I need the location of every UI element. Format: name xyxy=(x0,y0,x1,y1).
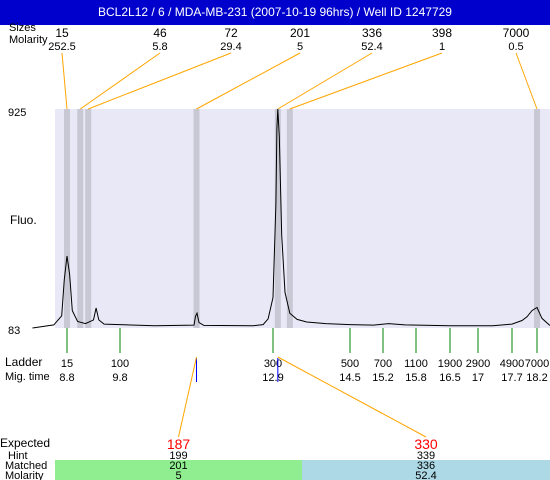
peak-size-label: 201 xyxy=(290,26,310,40)
peak-molarity-label: 1 xyxy=(439,41,445,53)
matched-label: Matched xyxy=(5,460,47,472)
matched-molarity: 52.4 xyxy=(415,470,436,480)
sizes-header-label: Sizes xyxy=(9,22,36,34)
matched-size: 201 xyxy=(169,460,187,472)
ladder-time-label: 17 xyxy=(472,372,484,384)
fluorescence-trace-line xyxy=(32,108,550,329)
ladder-size-label: 100 xyxy=(111,358,129,370)
hint-size: 199 xyxy=(169,450,187,462)
ladder-time-label: 15.8 xyxy=(405,372,426,384)
peak-molarity-label: 0.5 xyxy=(508,41,523,53)
ladder-time-label: 15.2 xyxy=(372,372,393,384)
ladder-size-label: 500 xyxy=(341,358,359,370)
peak-size-label: 46 xyxy=(153,26,167,40)
peak-band xyxy=(85,109,92,328)
expected-size: 330 xyxy=(414,436,438,452)
chart-title: BCL2L12 / 6 / MDA-MB-231 (2007-10-19 96h… xyxy=(98,5,452,19)
hint-label: Hint xyxy=(8,450,28,462)
peak-connector-line xyxy=(88,52,232,110)
peak-connector-line xyxy=(289,52,443,110)
peak-size-label: 7000 xyxy=(503,26,530,40)
ladder-size-label: 15 xyxy=(61,358,73,370)
peak-band xyxy=(534,109,540,328)
peak-molarity-label: 5 xyxy=(297,41,303,53)
ladder-time-label: 16.5 xyxy=(439,372,460,384)
peak-molarity-label: 29.4 xyxy=(220,41,241,53)
matched-size: 336 xyxy=(417,460,435,472)
peak-connector-line xyxy=(515,52,538,110)
ladder-size-label: 2900 xyxy=(466,358,490,370)
peak-molarity-label: 5.8 xyxy=(152,41,167,53)
ladder-size-label: 4900 xyxy=(500,358,524,370)
peak-band xyxy=(64,109,70,328)
peak-connector-line xyxy=(277,52,373,110)
ladder-size-label: 700 xyxy=(374,358,392,370)
migration-time-label: Mig. time xyxy=(5,371,50,383)
title-bar xyxy=(0,0,550,25)
peak-band xyxy=(77,109,84,328)
matched-bar xyxy=(302,460,550,480)
peak-connector-line xyxy=(61,52,68,110)
peak-size-label: 72 xyxy=(224,26,238,40)
peak-size-label: 398 xyxy=(432,26,452,40)
y-tick-label: 925 xyxy=(8,107,26,119)
peak-molarity-label: 252.5 xyxy=(48,41,76,53)
ladder-size-label: 1100 xyxy=(404,358,428,370)
peak-size-label: 15 xyxy=(55,26,69,40)
ladder-size-label: 1900 xyxy=(438,358,462,370)
ladder-time-label: 14.5 xyxy=(339,372,360,384)
peak-connector-line xyxy=(79,52,161,110)
molarity-label: Molarity xyxy=(5,470,44,480)
ladder-time-label: 12.9 xyxy=(262,372,283,384)
peak-connector-line xyxy=(196,52,301,110)
peak-molarity-label: 52.4 xyxy=(361,41,382,53)
molarity-header-label: Molarity xyxy=(9,34,48,46)
ladder-size-label: 300 xyxy=(264,358,282,370)
y-tick-label: 83 xyxy=(8,325,20,337)
hint-size: 339 xyxy=(417,450,435,462)
peak-band xyxy=(286,109,293,328)
expected-label: Expected xyxy=(0,436,50,450)
expected-connector-line xyxy=(178,356,197,438)
y-axis-label: Fluo. xyxy=(10,213,37,227)
ladder-time-label: 9.8 xyxy=(112,372,127,384)
ladder-time-label: 17.7 xyxy=(501,372,522,384)
expected-size: 187 xyxy=(167,436,191,452)
ladder-time-label: 8.8 xyxy=(59,372,74,384)
ladder-size-label: 7000 xyxy=(525,358,549,370)
ladder-label: Ladder xyxy=(5,355,42,369)
expected-connector-line xyxy=(277,356,427,438)
peak-band xyxy=(274,109,281,328)
matched-bar xyxy=(55,460,302,480)
peak-band xyxy=(193,109,200,328)
ladder-time-label: 18.2 xyxy=(526,372,547,384)
plot-area xyxy=(55,109,550,328)
matched-molarity: 5 xyxy=(175,470,181,480)
peak-size-label: 336 xyxy=(362,26,382,40)
